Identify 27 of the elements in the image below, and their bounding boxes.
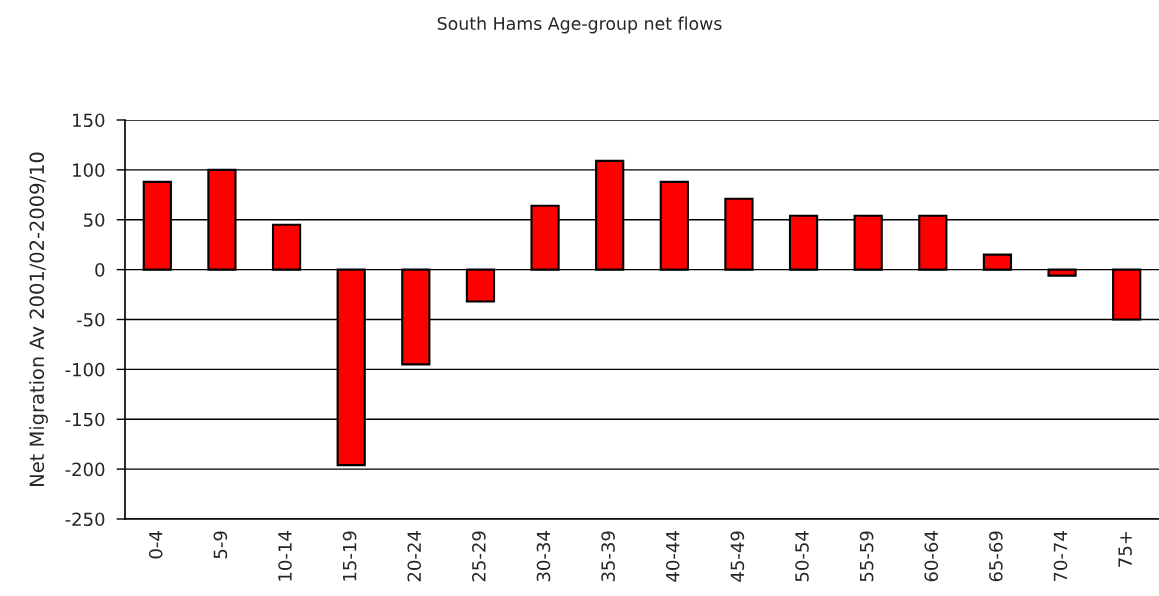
x-tick-label: 55-59 <box>859 531 874 582</box>
x-tick-label: 60-64 <box>924 531 939 582</box>
y-tick-label: -150 <box>65 412 105 427</box>
x-tick-label: 30-34 <box>536 531 551 582</box>
x-tick-label: 75+ <box>1118 532 1132 567</box>
x-tick-label: 50-54 <box>795 531 809 582</box>
y-tick-label: -50 <box>76 312 105 327</box>
x-tick-label: 65-69 <box>989 531 1003 582</box>
y-axis-title: Net Migration Av 2001/02-2009/10 <box>29 152 48 486</box>
x-tick-label: 10-14 <box>278 531 292 581</box>
y-tick-label: 100 <box>73 163 105 177</box>
y-tick-label: -250 <box>65 512 105 527</box>
y-tick-label: 50 <box>83 213 105 227</box>
x-tick-label: 5-9 <box>213 531 228 559</box>
x-tick-label: 40-44 <box>665 531 680 582</box>
x-tick-label: 20-24 <box>407 531 422 582</box>
x-tick-label: 0-4 <box>148 531 163 559</box>
x-tick-label: 25-29 <box>472 531 486 582</box>
x-tick-label: 15-19 <box>342 531 357 581</box>
y-tick-label: 0 <box>95 263 105 277</box>
chart-title: South Hams Age-group net flows <box>437 16 722 34</box>
y-tick-label: 150 <box>73 113 105 128</box>
y-tick-label: -100 <box>65 362 105 377</box>
x-tick-label: 45-49 <box>730 531 745 582</box>
x-tick-label: 70-74 <box>1053 531 1068 582</box>
y-tick-label: -200 <box>65 462 105 477</box>
x-tick-label: 35-39 <box>601 531 615 582</box>
